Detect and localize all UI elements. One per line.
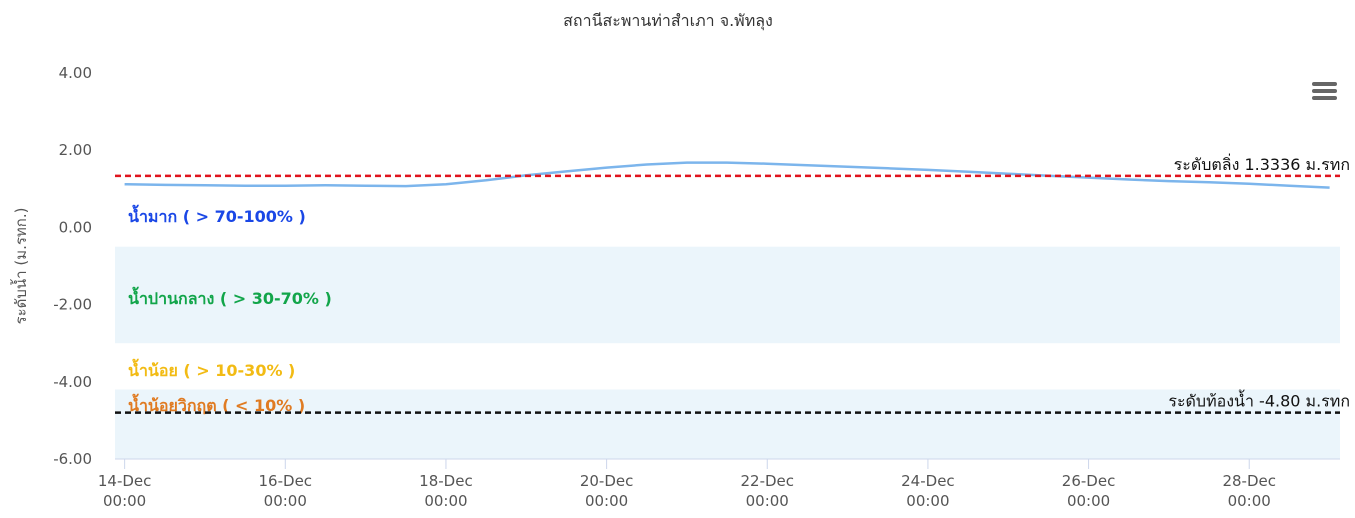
zone-label: น้ำน้อย ( > 10-30% ): [128, 358, 295, 380]
y-axis-title: ระดับน้ำ (ม.รทก.): [10, 208, 30, 325]
x-tick-label: 14-Dec 00:00: [97, 472, 152, 510]
y-tick-label: -2.00: [53, 296, 92, 314]
x-tick-label: 26-Dec 00:00: [1061, 472, 1116, 510]
plot-line-label: ระดับท้องน้ำ -4.80 ม.รทก: [1168, 390, 1350, 411]
y-tick-label: 2.00: [59, 141, 92, 159]
chart-title: สถานีสะพานท่าสำเภา จ.พัทลุง: [563, 11, 773, 31]
x-tick-label: 20-Dec 00:00: [579, 472, 634, 510]
y-tick-label: 4.00: [59, 64, 92, 82]
y-tick-label: -4.00: [53, 373, 92, 391]
plot-band: [115, 246, 1340, 344]
plot-band: [115, 389, 1340, 459]
x-tick-label: 24-Dec 00:00: [901, 472, 955, 510]
zone-label: น้ำปานกลาง ( > 30-70% ): [128, 286, 332, 308]
data-line: [124, 161, 1330, 189]
menu-button[interactable]: [1312, 82, 1337, 100]
plot-line-label: ระดับตลิ่ง 1.3336 ม.รทก: [1174, 153, 1350, 174]
x-tick-label: 18-Dec 00:00: [419, 472, 473, 510]
zone-label: น้ำมาก ( > 70-100% ): [128, 204, 306, 226]
zone-label: น้ำน้อยวิกฤต ( < 10% ): [128, 393, 305, 415]
x-tick-label: 28-Dec 00:00: [1222, 472, 1276, 510]
y-tick-label: -6.00: [53, 450, 92, 468]
x-tick-label: 16-Dec 00:00: [258, 472, 313, 510]
x-tick-label: 22-Dec 00:00: [740, 472, 795, 510]
y-tick-label: 0.00: [59, 218, 92, 236]
